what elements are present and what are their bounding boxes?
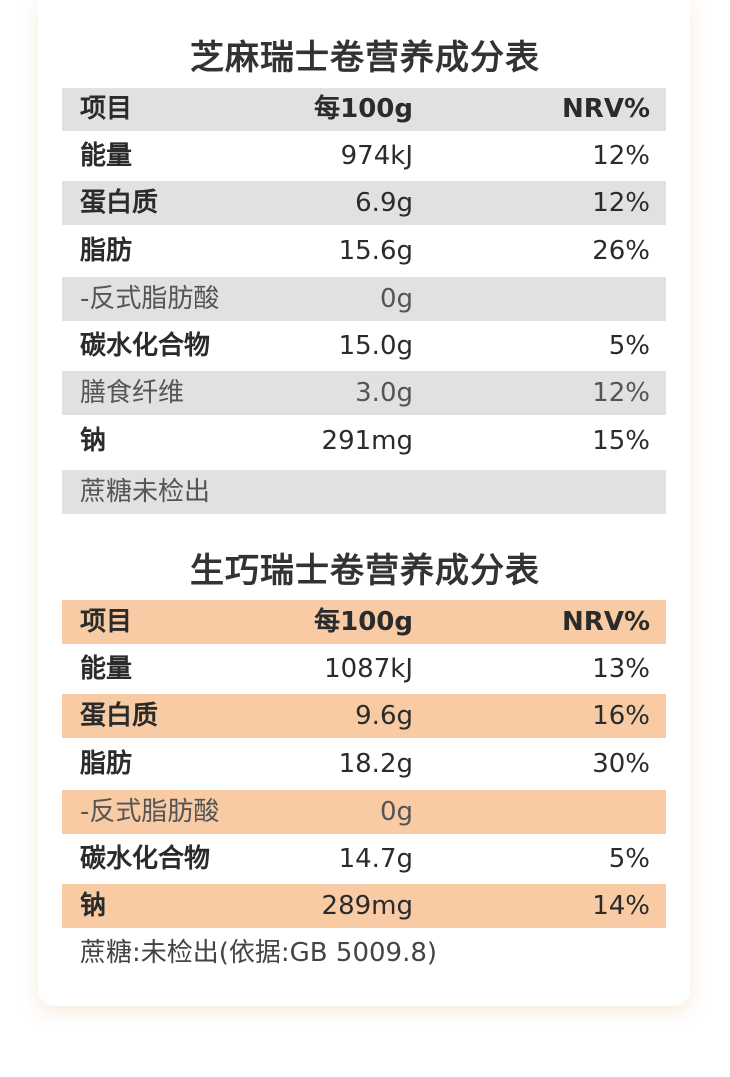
table2-header-row: 项目 每100g NRV% xyxy=(62,600,666,644)
table-row: 蛋白质 6.9g 12% xyxy=(62,181,666,225)
row-item: 脂肪 xyxy=(80,749,133,779)
table-row: 钠 291mg 15% xyxy=(62,415,666,470)
row-item: 能量 xyxy=(80,654,133,684)
row-per100: 15.6g xyxy=(338,236,413,266)
row-per100: 18.2g xyxy=(338,749,413,779)
row-item: 膳食纤维 xyxy=(80,378,185,408)
row-nrv: 12% xyxy=(592,141,650,171)
row-per100: 15.0g xyxy=(338,331,413,361)
table-row: 能量 1087kJ 13% xyxy=(62,644,666,694)
row-per100: 9.6g xyxy=(355,701,413,731)
table-row: 蛋白质 9.6g 16% xyxy=(62,694,666,738)
row-nrv: 12% xyxy=(592,378,650,408)
row-nrv: 15% xyxy=(592,426,650,456)
footer-note: 蔗糖未检出 xyxy=(80,477,211,507)
row-item: 脂肪 xyxy=(80,236,133,266)
row-nrv: 5% xyxy=(608,844,650,874)
table-row: -反式脂肪酸 0g xyxy=(62,790,666,834)
header-nrv: NRV% xyxy=(562,607,650,637)
row-per100: 6.9g xyxy=(355,188,413,218)
table-row: 脂肪 18.2g 30% xyxy=(62,738,666,790)
table-row: 钠 289mg 14% xyxy=(62,884,666,928)
row-item: 碳水化合物 xyxy=(80,331,211,361)
table-row: 膳食纤维 3.0g 12% xyxy=(62,371,666,415)
table2: 项目 每100g NRV% 能量 1087kJ 13% 蛋白质 9.6g 16%… xyxy=(62,600,666,928)
header-item: 项目 xyxy=(80,94,133,124)
table1-footer-row: 蔗糖未检出 xyxy=(62,470,666,514)
header-nrv: NRV% xyxy=(562,94,650,124)
row-nrv: 12% xyxy=(592,188,650,218)
table1-header-row: 项目 每100g NRV% xyxy=(62,88,666,131)
row-item: -反式脂肪酸 xyxy=(80,797,220,827)
row-per100: 0g xyxy=(379,284,413,314)
row-item: -反式脂肪酸 xyxy=(80,284,220,314)
header-item: 项目 xyxy=(80,607,133,637)
row-nrv: 26% xyxy=(592,236,650,266)
row-per100: 1087kJ xyxy=(324,654,413,684)
table1-title: 芝麻瑞士卷营养成分表 xyxy=(190,38,540,78)
row-item: 碳水化合物 xyxy=(80,844,211,874)
row-item: 能量 xyxy=(80,141,133,171)
row-per100: 291mg xyxy=(321,426,413,456)
table-row: 脂肪 15.6g 26% xyxy=(62,225,666,277)
row-per100: 3.0g xyxy=(355,378,413,408)
row-item: 钠 xyxy=(80,891,107,921)
table-row: 能量 974kJ 12% xyxy=(62,131,666,181)
row-per100: 289mg xyxy=(321,891,413,921)
row-nrv: 5% xyxy=(608,331,650,361)
row-item: 钠 xyxy=(80,426,107,456)
table-row: 碳水化合物 15.0g 5% xyxy=(62,321,666,371)
row-nrv: 14% xyxy=(592,891,650,921)
table-row: -反式脂肪酸 0g xyxy=(62,277,666,321)
row-per100: 974kJ xyxy=(340,141,413,171)
table1: 项目 每100g NRV% 能量 974kJ 12% 蛋白质 6.9g 12% … xyxy=(62,88,666,514)
table-row: 碳水化合物 14.7g 5% xyxy=(62,834,666,884)
row-per100: 14.7g xyxy=(338,844,413,874)
table2-title: 生巧瑞士卷营养成分表 xyxy=(190,551,540,591)
row-item: 蛋白质 xyxy=(80,701,159,731)
header-per100: 每100g xyxy=(314,94,413,124)
row-nrv: 16% xyxy=(592,701,650,731)
row-item: 蛋白质 xyxy=(80,188,159,218)
row-per100: 0g xyxy=(379,797,413,827)
row-nrv: 13% xyxy=(592,654,650,684)
row-nrv: 30% xyxy=(592,749,650,779)
header-per100: 每100g xyxy=(314,607,413,637)
table2-footer-note: 蔗糖:未检出(依据:GB 5009.8) xyxy=(80,938,438,968)
